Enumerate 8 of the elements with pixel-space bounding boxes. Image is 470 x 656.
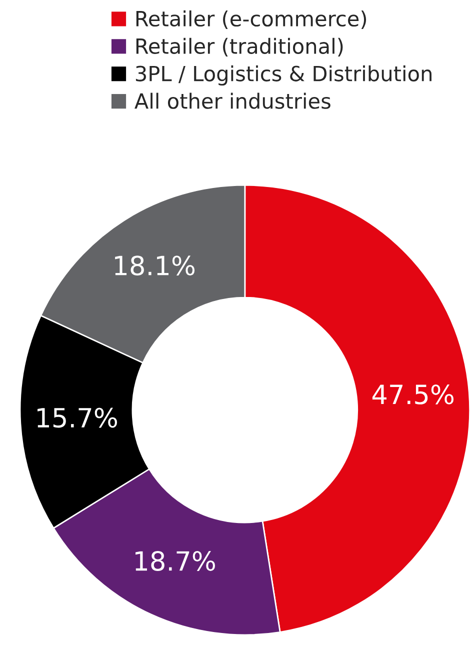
legend-label: Retailer (e-commerce) <box>136 10 366 29</box>
data-label: 15.7% <box>38 408 118 428</box>
legend-label: All other industries <box>134 92 330 109</box>
data-label: 18.1% <box>115 256 195 276</box>
data-label: 47.5% <box>372 384 454 404</box>
data-label: 18.7% <box>136 550 215 571</box>
legend-label: Retailer (traditional) <box>136 38 343 56</box>
legend-label: 3PL / Logistics & Distribution <box>136 65 432 86</box>
